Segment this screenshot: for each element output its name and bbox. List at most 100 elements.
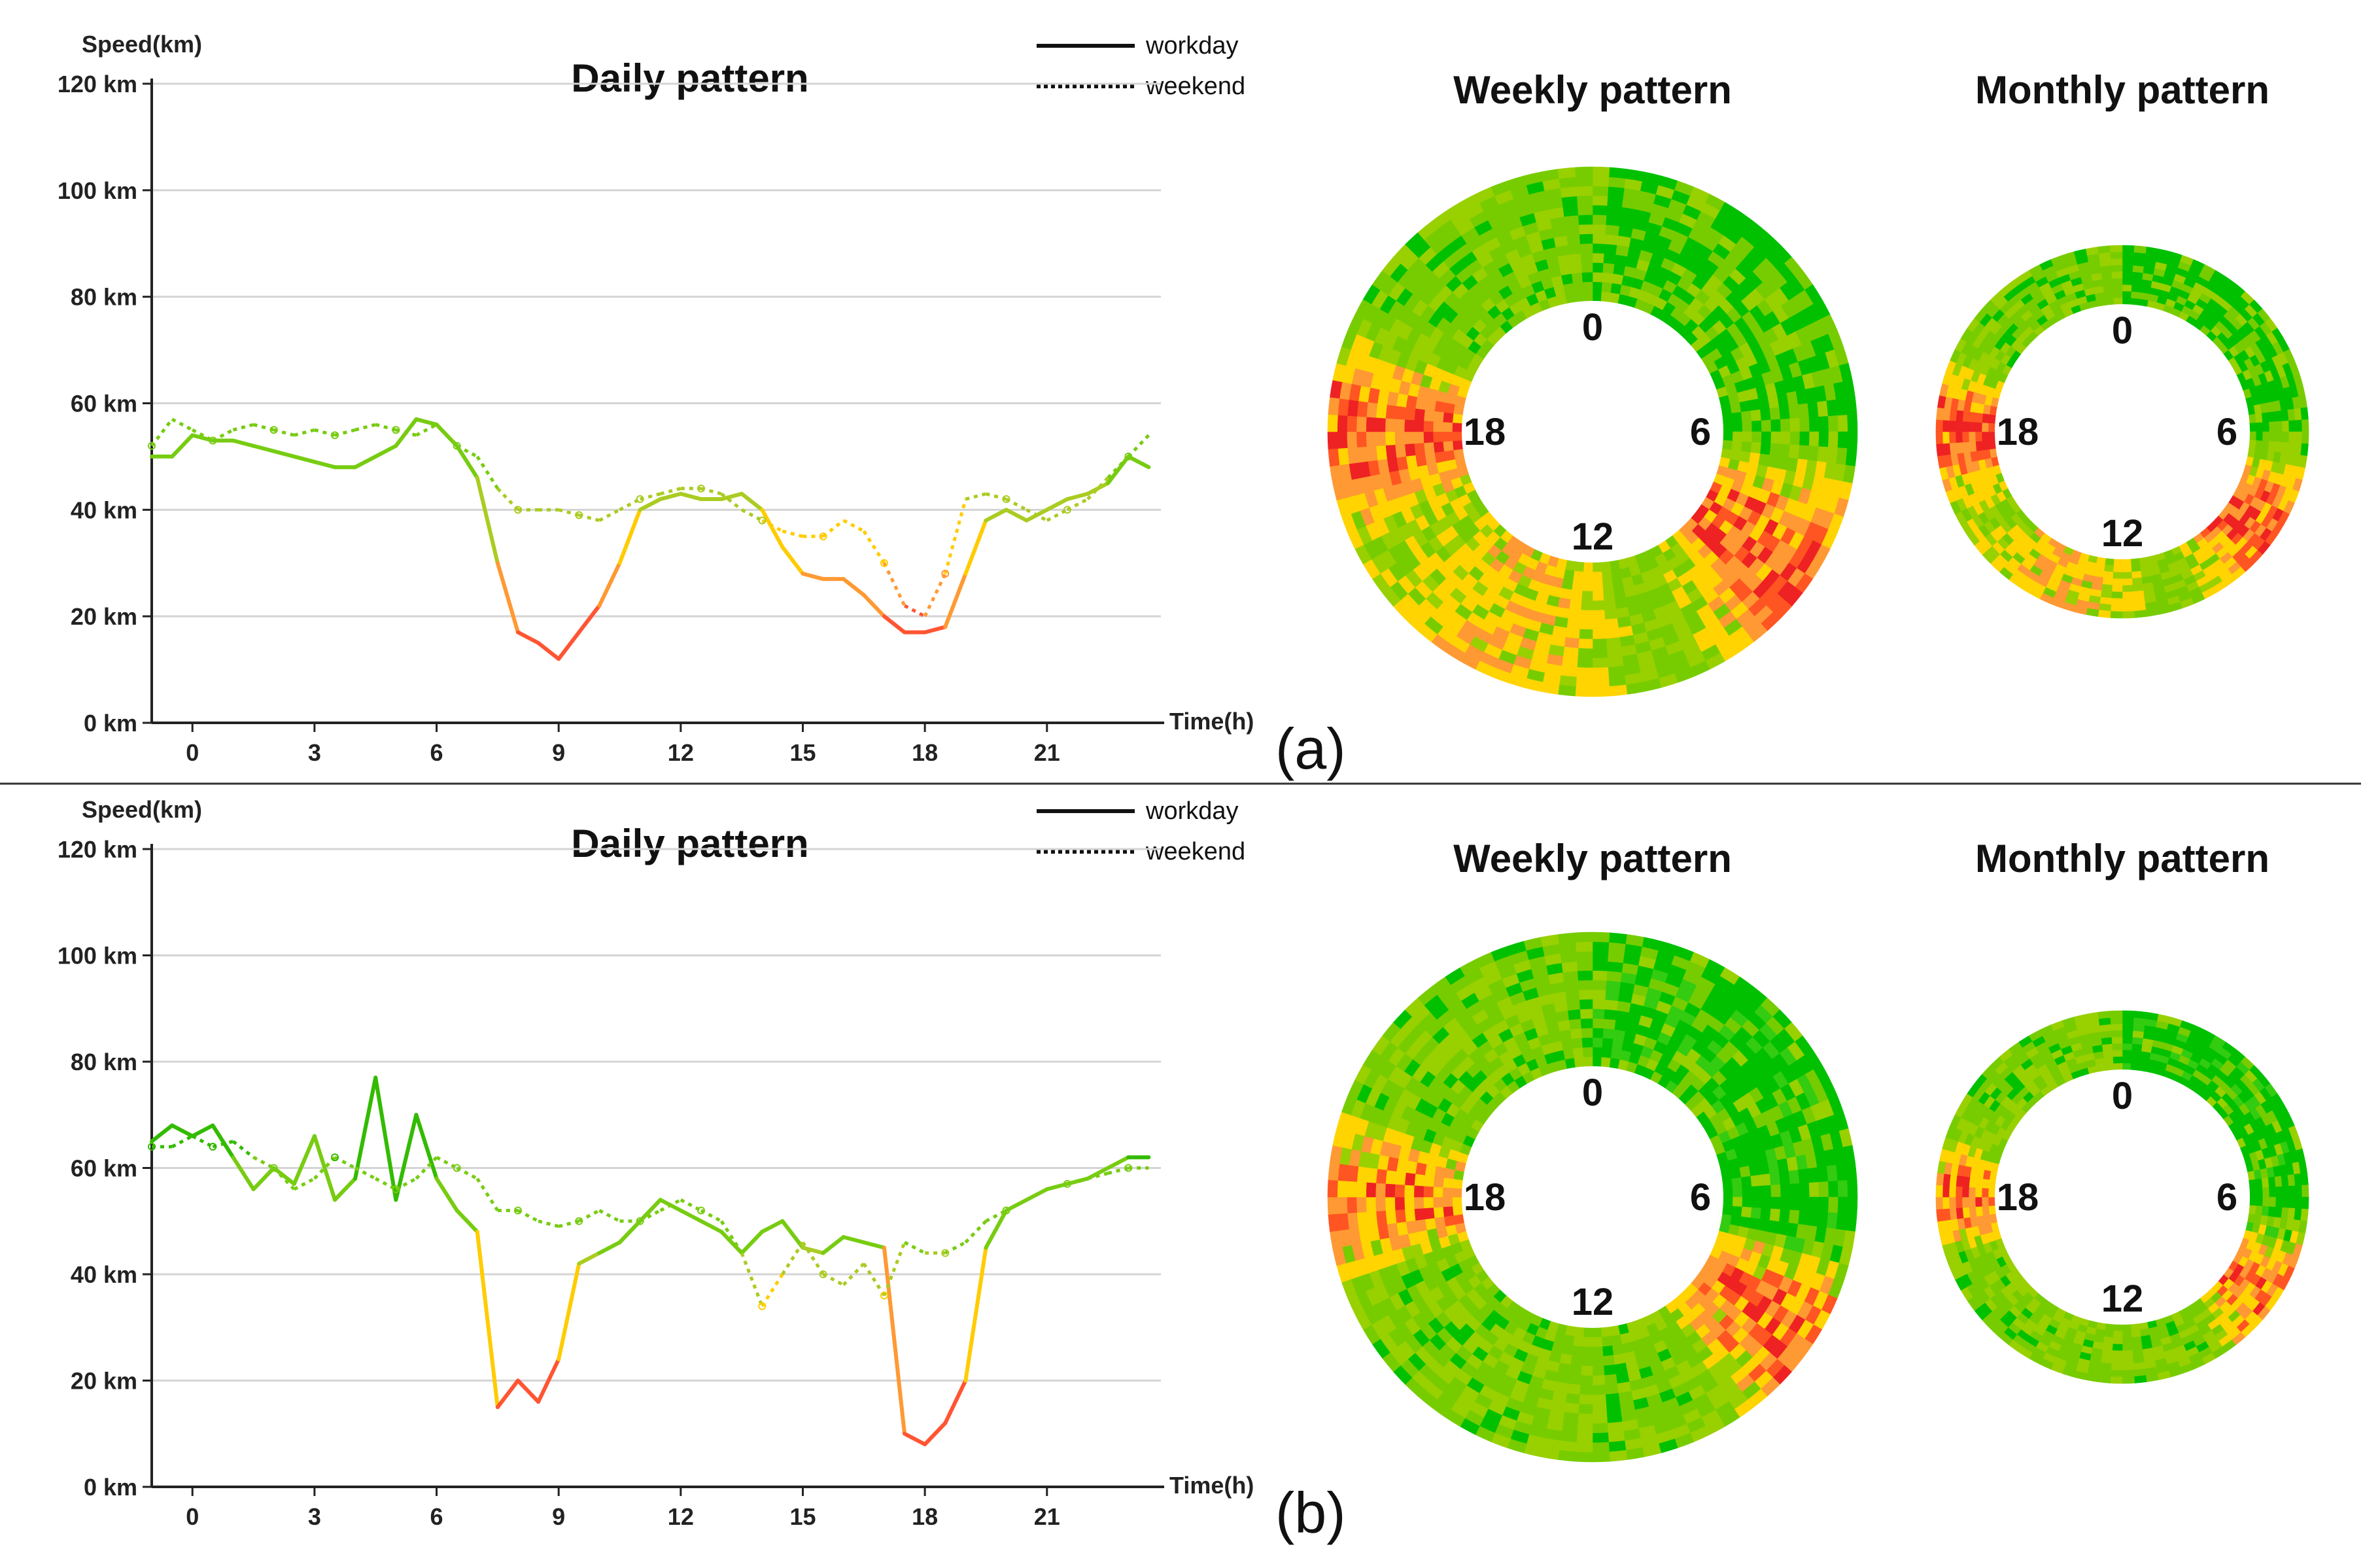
- series-segment: [475, 1230, 500, 1410]
- heat-cell: [1779, 444, 1791, 458]
- heat-cell: [1836, 398, 1848, 416]
- heat-cell: [1761, 419, 1772, 432]
- heat-cell: [1579, 610, 1593, 621]
- heat-cell: [1607, 1421, 1624, 1433]
- heat-cell: [2132, 1037, 2144, 1045]
- heat-cell: [1394, 1196, 1406, 1211]
- x-tick-label: 15: [789, 1503, 816, 1530]
- heat-cell: [1346, 415, 1358, 432]
- heat-cell: [2295, 431, 2303, 444]
- heat-cell: [1732, 1196, 1743, 1208]
- heat-cell: [2104, 557, 2114, 566]
- series-segment: [780, 1219, 805, 1250]
- heat-cell: [2274, 442, 2283, 453]
- heat-cell: [1956, 1207, 1964, 1219]
- heat-cell: [1600, 291, 1612, 303]
- heat-cell: [2274, 410, 2283, 422]
- heat-cell: [1606, 637, 1621, 649]
- heat-cell: [2288, 1196, 2296, 1209]
- chart-title: Daily pattern: [571, 56, 808, 100]
- heat-cell: [1574, 291, 1585, 303]
- heat-cell: [1720, 404, 1733, 415]
- heat-cell: [1423, 1196, 1434, 1209]
- heat-cell: [1570, 1028, 1583, 1039]
- heat-cell: [1604, 608, 1617, 620]
- series-segment: [292, 454, 317, 464]
- heat-cell: [2133, 1017, 2147, 1026]
- heat-cell: [2294, 1173, 2302, 1187]
- heat-cell: [1356, 400, 1368, 417]
- heat-cell: [1760, 442, 1771, 456]
- x-tick-label: 0: [186, 739, 199, 766]
- series-segment: [211, 1123, 235, 1160]
- heat-cell: [1602, 1355, 1615, 1366]
- series-segment: [597, 1240, 622, 1255]
- heat-cell: [2261, 440, 2269, 451]
- heat-cell: [1442, 1187, 1453, 1198]
- series-segment: [882, 614, 907, 635]
- heat-cell: [2261, 1206, 2269, 1217]
- heat-cell: [1413, 431, 1424, 444]
- heat-cell: [1562, 205, 1579, 217]
- heat-cell: [2282, 1196, 2290, 1209]
- series-segment: [577, 1251, 602, 1266]
- heat-cell: [2248, 1205, 2256, 1215]
- heat-cell: [1356, 1166, 1368, 1183]
- heat-cell: [2256, 1196, 2264, 1207]
- heat-cell: [1826, 1212, 1838, 1230]
- heat-cell: [1748, 398, 1761, 411]
- heat-cell: [1356, 1211, 1368, 1228]
- heat-cell: [1453, 448, 1465, 460]
- heat-cell: [1356, 1181, 1367, 1198]
- heat-cell: [1592, 950, 1609, 962]
- x-tick-label: 3: [308, 739, 321, 766]
- heat-cell: [2295, 1196, 2303, 1210]
- heat-cell: [1948, 1185, 1956, 1198]
- heat-cell: [1564, 1402, 1579, 1414]
- heat-cell: [1375, 1196, 1386, 1212]
- series-segment: [150, 418, 174, 447]
- x-axis-label: Time(h): [1169, 708, 1254, 735]
- heat-cell: [1404, 1208, 1416, 1222]
- heat-cell: [2101, 278, 2113, 287]
- series-segment: [801, 1241, 825, 1276]
- heat-cell: [1592, 1008, 1606, 1019]
- heat-cell: [2122, 271, 2133, 279]
- heat-cell: [1414, 1208, 1425, 1221]
- heat-cell: [1827, 1196, 1839, 1213]
- heat-cell: [1592, 281, 1603, 292]
- heat-cell: [2294, 1208, 2302, 1221]
- heat-cell: [2122, 572, 2133, 580]
- heat-cell: [1575, 686, 1593, 697]
- heat-cell: [2122, 565, 2132, 573]
- heat-cell: [2131, 285, 2142, 293]
- heat-cell: [2110, 245, 2123, 252]
- heat-cell: [1982, 440, 1990, 451]
- heat-cell: [1988, 1179, 1997, 1189]
- heat-cell: [1592, 195, 1608, 206]
- heat-cell: [1720, 1169, 1733, 1181]
- heat-cell: [1578, 629, 1593, 640]
- heat-cell: [2131, 1329, 2141, 1338]
- heat-cell: [1433, 441, 1445, 453]
- hour-label-18: 18: [1464, 411, 1506, 453]
- series-segment: [434, 1176, 459, 1213]
- heat-cell: [1562, 1048, 1575, 1060]
- heat-cell: [2300, 1172, 2309, 1186]
- y-tick-label: 20 km: [71, 1368, 137, 1395]
- x-tick-label: 12: [668, 1503, 694, 1530]
- heat-cell: [1578, 214, 1593, 225]
- series-segment: [577, 603, 602, 635]
- heat-cell: [2103, 1056, 2114, 1065]
- heat-cell: [2287, 409, 2296, 421]
- heat-cell: [1609, 1450, 1628, 1462]
- heat-cell: [2269, 421, 2277, 432]
- heat-cell: [2122, 585, 2133, 593]
- heat-cell: [1836, 1213, 1848, 1231]
- heat-cell: [1366, 402, 1378, 418]
- heat-cell: [1602, 1028, 1615, 1039]
- heat-cell: [1404, 419, 1415, 432]
- data-point: [819, 1270, 827, 1278]
- heat-cell: [1581, 1028, 1593, 1038]
- heat-cell: [1975, 440, 1984, 451]
